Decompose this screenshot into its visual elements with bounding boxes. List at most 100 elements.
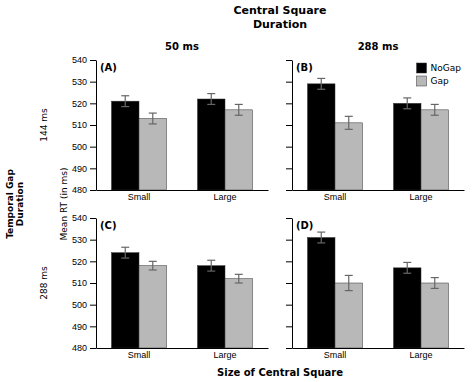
y-tick-label: 480 <box>72 185 87 195</box>
y-tick-label: 500 <box>72 300 87 310</box>
legend-label: NoGap <box>431 63 462 73</box>
error-bar-stem <box>434 278 435 289</box>
error-bar-stem <box>321 78 322 89</box>
error-bar <box>235 274 243 283</box>
error-bar-cap <box>345 116 353 117</box>
y-axis <box>286 61 293 191</box>
y-axis-label: Mean RT (in ms) <box>59 168 69 241</box>
y-tick: 520 <box>72 99 96 109</box>
bar <box>197 266 225 348</box>
y-tick: 500 <box>72 142 96 152</box>
error-bar-stem <box>211 94 212 105</box>
x-axis-line <box>293 190 465 191</box>
y-tick-mark <box>90 240 96 241</box>
y-tick-mark <box>90 125 96 126</box>
series <box>111 253 225 348</box>
error-bar-cap <box>345 129 353 130</box>
x-tick-label: Large <box>213 192 236 202</box>
error-bar <box>121 247 129 258</box>
y-tick-label: 520 <box>72 257 87 267</box>
error-bar-cap <box>403 273 411 274</box>
error-bar-cap <box>431 288 439 289</box>
error-bar-cap <box>207 270 215 271</box>
y-tick-mark <box>90 326 96 327</box>
x-tick-label: Small <box>324 192 347 202</box>
series <box>335 110 449 190</box>
y-tick: 510 <box>72 120 96 130</box>
x-axis-line <box>97 348 269 349</box>
error-bar-stem <box>211 260 212 271</box>
error-bar <box>431 104 439 115</box>
y-tick <box>286 240 292 241</box>
title: Central SquareDuration <box>233 4 326 31</box>
x-axis: Small Large <box>293 190 465 202</box>
x-axis: SmallLarge <box>293 348 465 360</box>
legend-label: Gap <box>431 76 449 86</box>
y-tick-label: 540 <box>72 55 87 65</box>
y-tick-mark <box>90 218 96 219</box>
x-tick: Large <box>213 348 236 360</box>
x-axis-line <box>97 190 269 191</box>
y-tick <box>286 168 292 169</box>
y-tick-label: 510 <box>72 278 87 288</box>
legend-item: NoGap <box>417 63 462 73</box>
legend-swatch <box>417 76 427 86</box>
error-bar <box>345 116 353 129</box>
row-label: 288 ms <box>39 266 49 300</box>
y-tick-mark <box>286 283 292 284</box>
error-bar-stem <box>125 96 126 107</box>
error-bar-cap <box>317 89 325 90</box>
bar <box>335 123 363 190</box>
bar <box>225 110 253 190</box>
y-axis <box>286 219 293 349</box>
y-tick: 480 <box>72 185 96 195</box>
x-tick: Large <box>409 190 432 202</box>
y-tick-mark <box>90 190 96 191</box>
series <box>307 84 421 190</box>
plot-area <box>111 94 252 190</box>
error-bar-stem <box>152 261 153 270</box>
error-bar-cap <box>121 247 129 248</box>
y-tick <box>286 125 292 126</box>
error-bar <box>235 104 243 115</box>
y-axis: 480490500510520530540 <box>72 213 97 353</box>
y-tick-mark <box>286 305 292 306</box>
y-tick-mark <box>90 168 96 169</box>
x-tick: Large <box>213 190 236 202</box>
x-tick-label: Large <box>409 350 432 360</box>
x-axis-line <box>293 348 465 349</box>
y-tick-label: 510 <box>72 120 87 130</box>
y-tick-mark <box>90 60 96 61</box>
error-bar-cap <box>431 115 439 116</box>
y-tick <box>286 218 292 219</box>
y-tick: 490 <box>72 164 96 174</box>
y-axis-line <box>292 61 293 191</box>
y-tick-mark <box>286 261 292 262</box>
y-tick: 530 <box>72 77 96 87</box>
bar <box>421 110 449 190</box>
series <box>139 266 253 348</box>
error-bar <box>403 262 411 273</box>
y-tick: 510 <box>72 278 96 288</box>
x-tick: Small <box>128 190 151 202</box>
legend-swatch <box>417 63 427 73</box>
y-tick-label: 520 <box>72 99 87 109</box>
x-axis: SmallLarge <box>97 348 269 360</box>
legend: NoGap Gap <box>417 63 462 86</box>
error-bar <box>317 78 325 89</box>
error-bar-cap <box>345 290 353 291</box>
error-bar-stem <box>348 116 349 129</box>
plot-area <box>111 247 252 348</box>
bar <box>393 268 421 348</box>
series <box>111 99 225 190</box>
row-label: 144 ms <box>39 108 49 142</box>
row-side-label-line: Duration <box>15 182 25 226</box>
panel: SmallLarge(D) <box>286 219 465 361</box>
bar <box>197 99 225 190</box>
panel-label: (A) <box>100 62 117 73</box>
y-tick-mark <box>90 147 96 148</box>
error-bar-cap <box>235 282 243 283</box>
error-bar-stem <box>238 274 239 283</box>
y-tick-mark <box>90 261 96 262</box>
x-tick: Small <box>324 190 347 202</box>
